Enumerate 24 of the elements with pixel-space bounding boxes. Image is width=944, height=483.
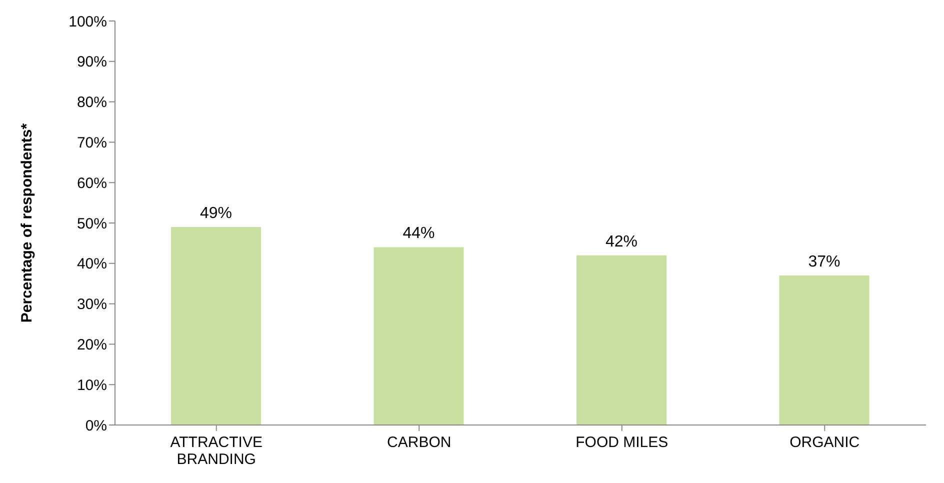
y-tick-label: 20% [76,336,107,354]
y-tick-label: 40% [76,256,107,273]
y-tick-label: 60% [76,174,107,192]
bar [374,247,464,425]
x-tick-label: FOOD MILES [576,434,668,451]
y-tick-label: 10% [76,376,107,394]
data-label: 49% [200,205,232,222]
data-label: 37% [808,254,840,271]
x-tick-label: CARBON [387,434,452,451]
bar [171,227,261,425]
y-tick-label: 50% [76,215,107,232]
y-tick-label: 90% [76,54,107,71]
y-tick-label: 30% [76,296,107,314]
bar [576,255,666,425]
y-tick-label: 0% [85,417,107,434]
y-axis-title: Percentage of respondents* [18,123,36,323]
data-label: 42% [605,233,638,250]
y-tick-label: 80% [76,94,107,112]
y-tick-label: 100% [68,13,107,30]
bar [779,276,870,425]
data-label: 44% [402,225,435,242]
x-tick-label: ORGANIC [790,434,860,451]
y-tick-label: 70% [76,134,107,152]
x-tick-label: ATTRACTIVE BRANDING [170,434,262,468]
